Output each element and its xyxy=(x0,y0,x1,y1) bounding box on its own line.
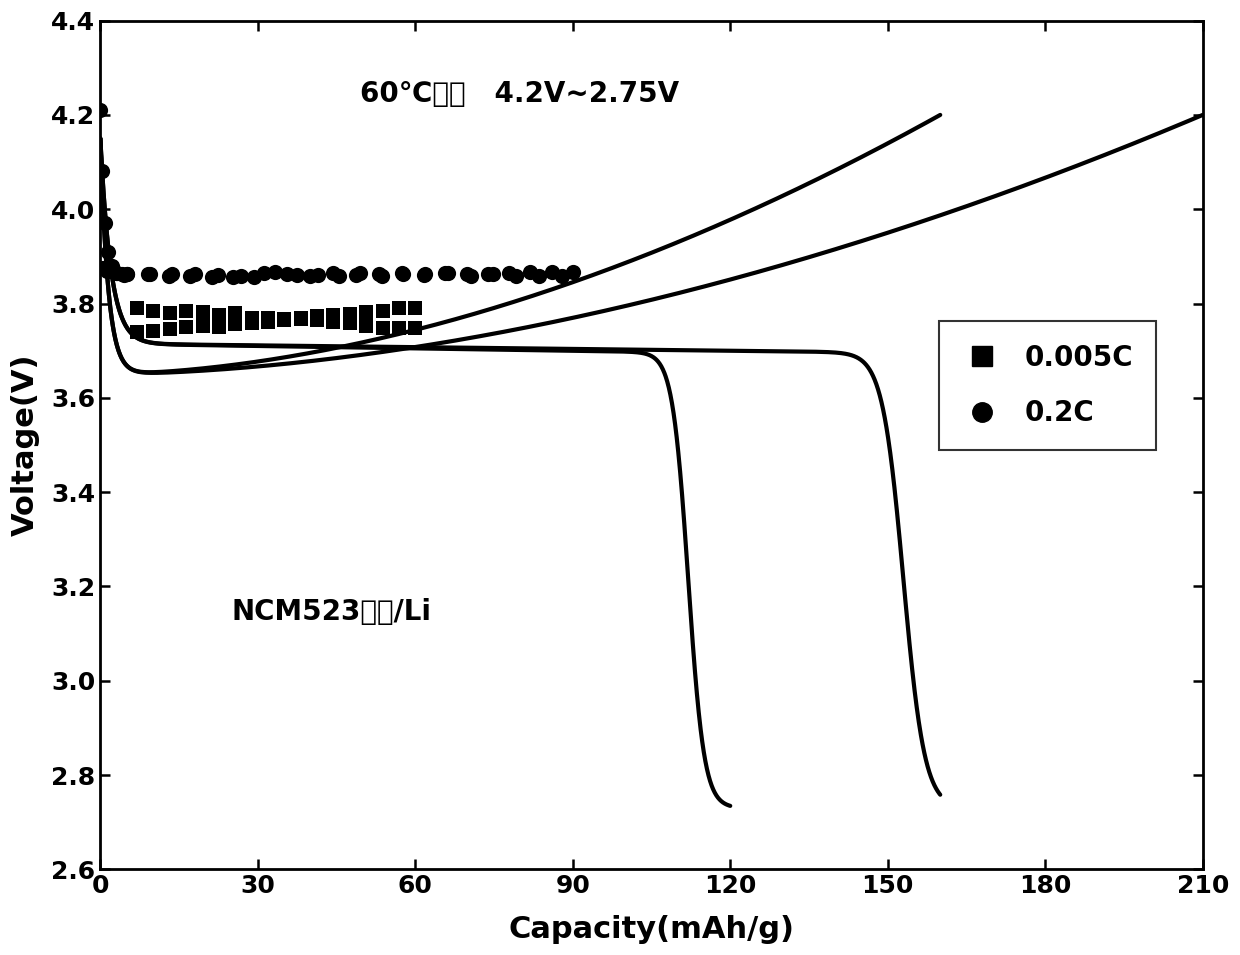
Point xyxy=(93,261,113,276)
Point xyxy=(356,318,376,333)
Point xyxy=(456,266,476,282)
Point xyxy=(226,306,246,321)
Point xyxy=(477,266,497,282)
Point xyxy=(186,266,206,282)
Point xyxy=(97,263,117,278)
Text: NCM523涂膜/Li: NCM523涂膜/Li xyxy=(232,598,432,626)
Point xyxy=(370,266,389,282)
Point xyxy=(226,316,246,331)
Point xyxy=(176,304,196,319)
Y-axis label: Voltage(V): Voltage(V) xyxy=(11,353,40,537)
Point xyxy=(208,266,228,282)
Point xyxy=(563,264,583,279)
Point xyxy=(95,216,115,231)
Point xyxy=(373,320,393,335)
X-axis label: Capacity(mAh/g): Capacity(mAh/g) xyxy=(508,915,795,944)
Point xyxy=(529,268,549,284)
Point xyxy=(192,318,212,333)
Point xyxy=(223,269,243,285)
Point xyxy=(159,268,179,284)
Point xyxy=(308,308,327,324)
Point xyxy=(242,310,262,326)
Point xyxy=(552,268,572,284)
Point xyxy=(210,308,229,323)
Point xyxy=(393,266,413,282)
Point xyxy=(160,322,180,337)
Point xyxy=(274,311,294,327)
Point xyxy=(162,266,182,282)
Point xyxy=(308,312,327,328)
Point xyxy=(291,310,311,326)
Point xyxy=(291,311,311,327)
Point xyxy=(176,319,196,334)
Point xyxy=(356,305,376,320)
Point xyxy=(324,265,343,281)
Point xyxy=(128,324,148,339)
Point xyxy=(140,266,160,282)
Point xyxy=(329,268,348,284)
Point xyxy=(265,265,285,280)
Point xyxy=(254,265,274,281)
Point xyxy=(405,301,425,316)
Text: 60℃测试   4.2V~2.75V: 60℃测试 4.2V~2.75V xyxy=(360,80,678,108)
Point xyxy=(414,266,434,282)
Point xyxy=(107,265,126,281)
Point xyxy=(389,320,409,335)
Point xyxy=(128,301,148,316)
Point xyxy=(107,265,126,281)
Point xyxy=(340,307,360,322)
Point xyxy=(351,265,371,281)
Point xyxy=(373,304,393,319)
Point xyxy=(389,301,409,316)
Point xyxy=(144,324,164,339)
Point xyxy=(286,267,306,283)
Point xyxy=(300,268,320,284)
Point xyxy=(542,265,562,280)
Point xyxy=(93,164,113,180)
Point xyxy=(438,265,458,281)
Point xyxy=(117,266,136,282)
Point xyxy=(392,265,412,281)
Point xyxy=(232,268,252,284)
Point xyxy=(258,314,278,329)
Point xyxy=(244,269,264,285)
Point xyxy=(144,303,164,318)
Point xyxy=(414,266,434,282)
Point xyxy=(506,268,526,284)
Point xyxy=(100,264,120,279)
Point xyxy=(340,316,360,331)
Point xyxy=(160,306,180,321)
Point xyxy=(308,267,327,283)
Point xyxy=(180,268,200,284)
Point xyxy=(98,244,118,260)
Point xyxy=(258,310,278,326)
Point xyxy=(324,315,343,330)
Point xyxy=(278,266,298,282)
Point xyxy=(372,268,392,284)
Point xyxy=(192,305,212,320)
Point xyxy=(500,265,520,280)
Point xyxy=(202,269,222,285)
Point xyxy=(484,266,503,282)
Point xyxy=(324,308,343,323)
Point xyxy=(138,266,157,282)
Point xyxy=(405,321,425,336)
Point xyxy=(435,265,455,280)
Point xyxy=(91,102,110,117)
Point xyxy=(210,319,229,334)
Point xyxy=(117,266,136,282)
Legend: 0.005C, 0.2C: 0.005C, 0.2C xyxy=(939,322,1156,450)
Point xyxy=(114,267,134,283)
Point xyxy=(242,315,262,330)
Point xyxy=(521,265,541,280)
Point xyxy=(274,312,294,328)
Point xyxy=(346,267,366,283)
Point xyxy=(102,258,122,273)
Point xyxy=(460,268,480,284)
Point xyxy=(113,266,133,282)
